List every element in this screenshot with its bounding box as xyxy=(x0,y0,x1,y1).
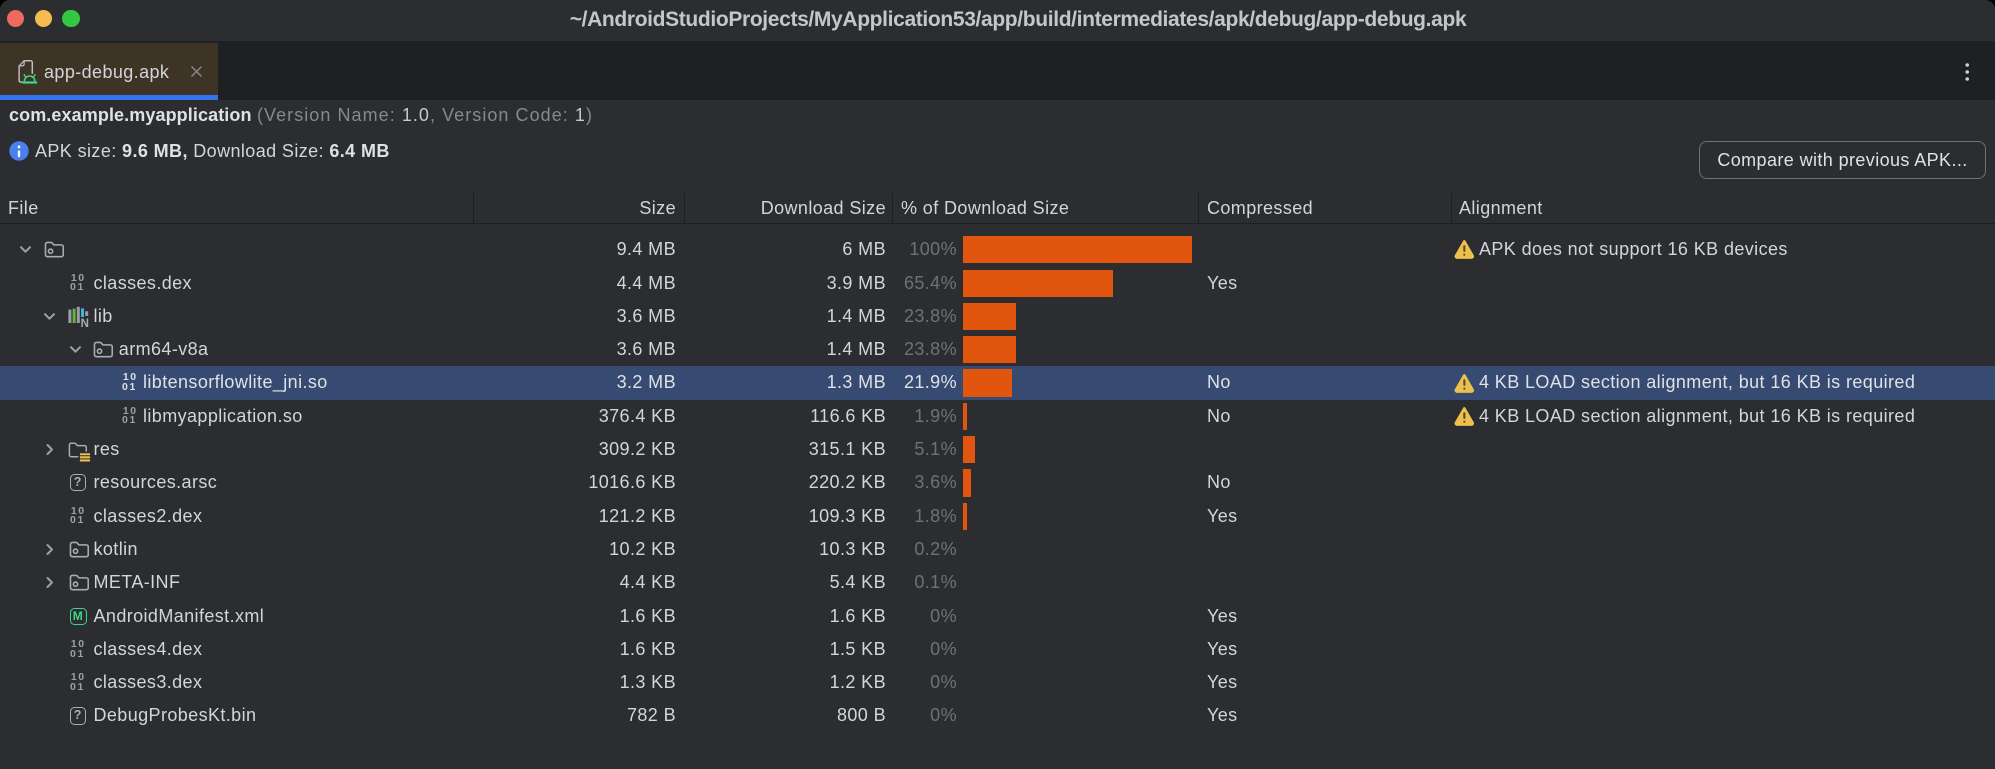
svg-text:N: N xyxy=(81,318,90,328)
